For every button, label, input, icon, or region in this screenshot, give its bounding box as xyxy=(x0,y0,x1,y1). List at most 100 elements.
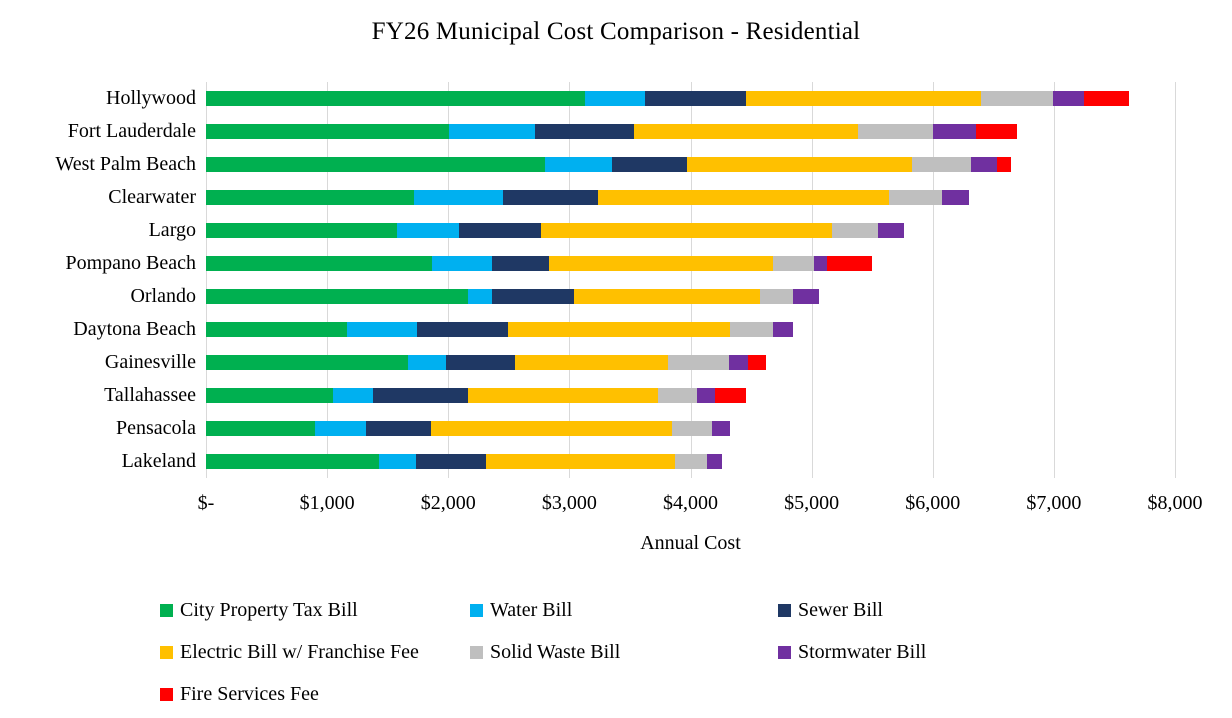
x-tick-label: $3,000 xyxy=(541,492,597,514)
chart-title: FY26 Municipal Cost Comparison - Residen… xyxy=(371,18,861,45)
legend-label: Electric Bill w/ Franchise Fee xyxy=(180,641,419,663)
bar-stack xyxy=(206,124,1175,139)
bar-segment-water-bill xyxy=(408,355,446,370)
legend-item-electric-bill-w-franchise-fee: Electric Bill w/ Franchise Fee xyxy=(160,641,419,664)
legend-swatch-icon xyxy=(778,604,791,617)
gridline xyxy=(932,82,934,478)
bar-stack xyxy=(206,289,1175,304)
bar-segment-electric-bill-w-franchise-fee xyxy=(573,289,761,304)
bar-stack xyxy=(206,454,1175,469)
x-tick-label: $2,000 xyxy=(420,492,476,514)
bar-segment-fire-services-fee xyxy=(827,256,872,271)
y-label-daytona-beach: Daytona Beach xyxy=(73,318,196,340)
bar-segment-electric-bill-w-franchise-fee xyxy=(633,124,858,139)
bar-segment-solid-waste-bill xyxy=(832,223,878,238)
bar-segment-solid-waste-bill xyxy=(658,388,697,403)
bar-stack xyxy=(206,223,1175,238)
bar-segment-stormwater-bill xyxy=(712,421,731,436)
bar-segment-solid-waste-bill xyxy=(729,322,773,337)
bar-segment-sewer-bill xyxy=(458,223,541,238)
bar-segment-water-bill xyxy=(413,190,504,205)
bar-segment-stormwater-bill xyxy=(696,388,715,403)
legend-item-solid-waste-bill: Solid Waste Bill xyxy=(470,641,620,664)
x-tick-label: $5,000 xyxy=(784,492,840,514)
bar-segment-electric-bill-w-franchise-fee xyxy=(548,256,773,271)
legend-label: Solid Waste Bill xyxy=(490,641,621,663)
legend-item-stormwater-bill: Stormwater Bill xyxy=(778,641,926,664)
bar-row-tallahassee xyxy=(206,379,1175,412)
bar-stack xyxy=(206,190,1175,205)
bar-segment-city-property-tax-bill xyxy=(206,124,449,139)
x-tick-label: $1,000 xyxy=(299,492,355,514)
bar-segment-city-property-tax-bill xyxy=(206,91,586,106)
legend-swatch-icon xyxy=(778,646,791,659)
bar-segment-stormwater-bill xyxy=(1052,91,1085,106)
bar-segment-electric-bill-w-franchise-fee xyxy=(515,355,669,370)
legend-label: Sewer Bill xyxy=(798,599,883,621)
bar-row-largo xyxy=(206,214,1175,247)
gridline xyxy=(569,82,571,478)
y-label-orlando: Orlando xyxy=(130,285,196,307)
bar-segment-stormwater-bill xyxy=(942,190,970,205)
bar-segment-solid-waste-bill xyxy=(668,355,729,370)
bar-segment-stormwater-bill xyxy=(932,124,976,139)
bar-segment-sewer-bill xyxy=(372,388,469,403)
bar-segment-electric-bill-w-franchise-fee xyxy=(468,388,659,403)
bar-segment-water-bill xyxy=(585,91,646,106)
bar-segment-electric-bill-w-franchise-fee xyxy=(687,157,913,172)
bar-segment-sewer-bill xyxy=(535,124,634,139)
bar-segment-city-property-tax-bill xyxy=(206,223,397,238)
legend-swatch-icon xyxy=(160,688,173,701)
y-label-west-palm-beach: West Palm Beach xyxy=(55,153,196,175)
bar-segment-solid-waste-bill xyxy=(675,454,707,469)
gridline xyxy=(1053,82,1055,478)
bar-segment-stormwater-bill xyxy=(793,289,819,304)
bar-segment-sewer-bill xyxy=(415,454,486,469)
bar-segment-water-bill xyxy=(545,157,612,172)
bar-segment-water-bill xyxy=(315,421,366,436)
legend-swatch-icon xyxy=(470,604,483,617)
bar-stack xyxy=(206,91,1175,106)
bar-segment-water-bill xyxy=(448,124,536,139)
bar-row-pensacola xyxy=(206,412,1175,445)
x-tick-label: $4,000 xyxy=(663,492,718,514)
y-label-gainesville: Gainesville xyxy=(104,351,196,373)
bar-segment-solid-waste-bill xyxy=(912,157,971,172)
y-label-clearwater: Clearwater xyxy=(108,186,196,208)
legend-label: Water Bill xyxy=(490,599,573,621)
bar-segment-water-bill xyxy=(396,223,459,238)
bar-row-orlando xyxy=(206,280,1175,313)
legend-swatch-icon xyxy=(470,646,483,659)
bar-segment-water-bill xyxy=(468,289,493,304)
bar-stack xyxy=(206,421,1175,436)
bar-segment-stormwater-bill xyxy=(970,157,997,172)
gridline xyxy=(448,82,450,478)
bar-segment-fire-services-fee xyxy=(714,388,746,403)
bar-row-fort-lauderdale xyxy=(206,115,1175,148)
bar-segment-water-bill xyxy=(332,388,373,403)
bar-segment-sewer-bill xyxy=(492,289,574,304)
bar-segment-stormwater-bill xyxy=(877,223,905,238)
bar-segment-solid-waste-bill xyxy=(889,190,943,205)
x-tick-label: $- xyxy=(197,492,215,514)
bar-stack xyxy=(206,388,1175,403)
bar-row-lakeland xyxy=(206,445,1175,478)
y-label-lakeland: Lakeland xyxy=(121,450,196,472)
bar-segment-fire-services-fee xyxy=(975,124,1017,139)
bar-segment-electric-bill-w-franchise-fee xyxy=(430,421,673,436)
legend-swatch-icon xyxy=(160,646,173,659)
bar-row-pompano-beach xyxy=(206,247,1175,280)
bar-segment-sewer-bill xyxy=(611,157,688,172)
legend-item-fire-services-fee: Fire Services Fee xyxy=(160,683,319,706)
bar-segment-sewer-bill xyxy=(365,421,431,436)
y-label-pompano-beach: Pompano Beach xyxy=(65,252,196,274)
plot-area xyxy=(206,82,1176,478)
bar-segment-city-property-tax-bill xyxy=(206,454,380,469)
bar-segment-stormwater-bill xyxy=(728,355,748,370)
y-label-hollywood: Hollywood xyxy=(106,87,196,109)
bar-segment-electric-bill-w-franchise-fee xyxy=(540,223,833,238)
bar-stack xyxy=(206,322,1175,337)
bar-segment-city-property-tax-bill xyxy=(206,256,432,271)
bar-segment-city-property-tax-bill xyxy=(206,190,414,205)
legend-swatch-icon xyxy=(160,604,173,617)
